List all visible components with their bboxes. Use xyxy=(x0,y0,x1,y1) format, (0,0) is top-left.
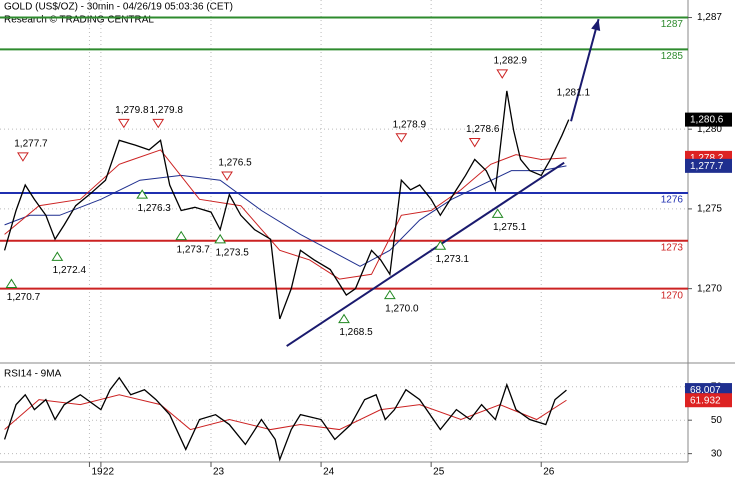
high-label: 1,279.8 xyxy=(150,105,184,116)
price-tag-label: 1,277.7 xyxy=(690,161,724,172)
low-marker xyxy=(338,313,350,324)
series-line xyxy=(3,376,567,462)
low-label: 1,270.0 xyxy=(385,303,419,314)
x-tick-label: 26 xyxy=(543,467,555,478)
high-marker xyxy=(17,152,29,162)
price-tag-label: 1,278.2 xyxy=(690,153,724,164)
low-label: 1,273.1 xyxy=(436,254,470,265)
low-label: 1,270.7 xyxy=(7,292,41,303)
series-line xyxy=(4,165,567,267)
trend-line xyxy=(286,161,565,347)
low-label: 1,273.7 xyxy=(176,244,210,255)
series-line xyxy=(4,394,567,431)
low-marker xyxy=(383,289,396,300)
low-marker xyxy=(434,240,447,250)
price-tag xyxy=(685,393,732,408)
price-tag-label: 1,280.6 xyxy=(690,115,724,126)
low-label: 1,275.1 xyxy=(493,222,527,233)
high-label: 1,277.7 xyxy=(14,138,48,149)
level-label: 1285 xyxy=(661,51,684,62)
high-marker xyxy=(221,171,233,181)
price-tag-label: 68.007 xyxy=(690,385,721,396)
x-tick-label: 19 xyxy=(91,467,103,478)
high-label: 1,278.9 xyxy=(393,119,427,130)
chart-title: GOLD (US$/OZ) - 30min - 04/26/19 05:03:3… xyxy=(4,2,233,13)
high-label: 1,278.6 xyxy=(466,124,500,135)
low-marker xyxy=(214,233,227,244)
low-label: 1,273.5 xyxy=(215,247,249,258)
y-tick-label: 1,275 xyxy=(697,204,722,215)
price-tag xyxy=(685,112,732,127)
high-marker xyxy=(496,69,509,79)
rsi-title: RSI14 - 9MA xyxy=(4,369,62,380)
arrow-head xyxy=(591,19,601,32)
level-label: 1270 xyxy=(661,290,684,301)
x-tick-label: 22 xyxy=(103,467,115,478)
high-label: 1,282.9 xyxy=(494,56,528,67)
high-marker xyxy=(152,118,165,129)
y-tick-label: 1,270 xyxy=(697,283,722,294)
note-label: 1,281.1 xyxy=(557,87,591,98)
low-marker xyxy=(136,189,149,199)
high-marker xyxy=(395,133,408,143)
low-marker xyxy=(175,230,188,241)
y-tick-label: 1,287 xyxy=(697,12,722,23)
chart-subtitle: Research © TRADING CENTRAL xyxy=(4,15,154,26)
trend-line xyxy=(570,18,600,122)
low-label: 1,268.5 xyxy=(339,327,373,338)
level-label: 1287 xyxy=(661,19,684,30)
series-line xyxy=(4,149,567,280)
low-marker xyxy=(491,208,504,218)
x-tick-label: 24 xyxy=(323,467,335,478)
level-label: 1273 xyxy=(661,242,684,253)
y-tick-label: 1,280 xyxy=(697,124,722,135)
high-marker xyxy=(468,137,481,148)
high-label: 1,279.8 xyxy=(115,105,149,116)
price-tag-label: 61.932 xyxy=(690,395,721,406)
level-label: 1276 xyxy=(661,195,684,206)
low-marker xyxy=(51,251,64,261)
low-label: 1,272.4 xyxy=(53,265,87,276)
y-tick-label: 50 xyxy=(711,415,723,426)
y-tick-label: 30 xyxy=(711,448,723,459)
series-line xyxy=(3,90,570,320)
high-marker xyxy=(117,118,130,129)
x-tick-label: 23 xyxy=(213,467,225,478)
x-tick-label: 25 xyxy=(433,467,445,478)
price-tag xyxy=(685,158,732,173)
high-label: 1,276.5 xyxy=(218,158,252,169)
low-marker xyxy=(5,278,18,288)
low-label: 1,276.3 xyxy=(137,203,171,214)
